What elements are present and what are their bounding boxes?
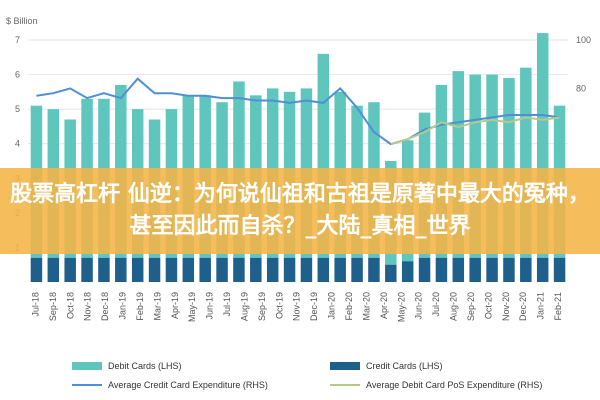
legend-avg-credit-label: Average Credit Card Expenditure (RHS) — [108, 380, 268, 390]
debit-bar — [503, 78, 515, 258]
y-left-tick-label: 4 — [15, 139, 20, 149]
x-tick-label: Nov-19 — [292, 292, 302, 321]
credit-bar — [469, 257, 481, 282]
x-tick-label: Dec-18 — [100, 292, 110, 321]
legend-credit-label: Credit Cards (LHS) — [366, 361, 443, 371]
credit-bar — [401, 261, 414, 282]
legend-debit: Debit Cards (LHS) — [72, 361, 182, 371]
credit-bar — [520, 257, 532, 282]
x-tick-label: Jan-21 — [536, 292, 546, 320]
y-right-tick-label: 100 — [576, 35, 591, 45]
x-tick-label: Oct-18 — [65, 292, 75, 319]
credit-bar — [283, 257, 296, 282]
debit-bar — [536, 33, 549, 258]
credit-bar — [300, 257, 313, 282]
credit-bar — [165, 257, 178, 282]
credit-bar — [503, 257, 515, 282]
x-tick-label: Dec-20 — [518, 292, 528, 321]
legend-debit-label: Debit Cards (LHS) — [108, 361, 182, 371]
credit-bar — [385, 264, 397, 282]
overlay-banner-text: 股票高杠杆 仙逆：为何说仙祖和古祖是原著中最大的冤种，甚至因此而自杀？_大陆_真… — [10, 182, 590, 239]
debit-bar — [486, 74, 498, 258]
credit-bar — [216, 257, 228, 282]
y-left-tick-label: 7 — [15, 35, 20, 45]
credit-bar — [182, 257, 195, 282]
credit-bar — [368, 257, 380, 282]
x-tick-label: Feb-21 — [553, 292, 563, 321]
x-tick-label: Jan-19 — [118, 292, 128, 320]
x-tick-label: Apr-19 — [170, 292, 180, 319]
credit-bar — [148, 257, 161, 282]
x-tick-label: Oct-19 — [274, 292, 284, 319]
x-tick-label: Jun-20 — [414, 292, 424, 320]
avg-debit-line — [390, 116, 560, 146]
x-tick-label: Mar-20 — [361, 292, 371, 321]
x-tick-label: Aug-19 — [240, 292, 250, 321]
x-tick-label: May-19 — [187, 292, 197, 322]
x-tick-label: Feb-19 — [135, 292, 145, 321]
unit-label: $ Billion — [6, 16, 38, 26]
x-tick-label: May-20 — [396, 292, 406, 322]
x-tick-label: Feb-20 — [344, 292, 354, 321]
x-tick-label: Jan-20 — [327, 292, 337, 320]
x-tick-label: Aug-20 — [449, 292, 459, 321]
x-tick-label: Nov-20 — [501, 292, 511, 321]
credit-bar — [553, 257, 566, 282]
credit-bar — [334, 257, 346, 282]
credit-bar — [266, 257, 279, 282]
x-tick-label: Sep-19 — [257, 292, 267, 321]
credit-bar — [233, 257, 245, 282]
y-right-tick-label: 80 — [576, 83, 586, 93]
credit-bar — [81, 257, 93, 282]
credit-bar — [131, 257, 144, 282]
credit-bar — [98, 257, 110, 282]
legend-avg-debit: Average Debit Card PoS Expenditure (RHS) — [330, 380, 542, 390]
legend-avg-credit-swatch — [72, 384, 102, 386]
x-tick-label: Mar-19 — [152, 292, 162, 321]
x-tick-label: Sep-20 — [466, 292, 476, 321]
avg-credit-line — [36, 77, 560, 146]
credit-bar — [250, 257, 262, 282]
credit-bar — [30, 257, 43, 282]
credit-bar — [486, 257, 498, 282]
x-tick-label: Jun-19 — [205, 292, 215, 320]
debit-bar — [469, 74, 481, 258]
legend-debit-swatch — [72, 362, 102, 370]
credit-bar — [536, 257, 549, 282]
debit-bar — [520, 67, 532, 258]
credit-bar — [435, 257, 448, 282]
x-tick-label: Dec-19 — [309, 292, 319, 321]
x-tick-label: Jul-20 — [431, 292, 441, 317]
x-tick-label: Jul-18 — [31, 292, 41, 317]
y-left-tick-label: 5 — [15, 104, 20, 114]
credit-bar — [199, 257, 211, 282]
x-tick-label: Sep-18 — [48, 292, 58, 321]
credit-bar — [115, 257, 127, 282]
y-left-tick-label: 6 — [15, 70, 20, 80]
debit-bar — [317, 53, 330, 258]
x-tick-label: Oct-20 — [483, 292, 493, 319]
overlay-banner — [0, 168, 600, 254]
legend-credit: Credit Cards (LHS) — [330, 361, 443, 371]
x-tick-label: Jul-19 — [222, 292, 232, 317]
legend-avg-credit: Average Credit Card Expenditure (RHS) — [72, 380, 268, 390]
credit-bar — [64, 257, 76, 282]
credit-bar — [47, 257, 60, 282]
legend-credit-swatch — [330, 362, 360, 370]
credit-bar — [351, 257, 363, 282]
legend-avg-debit-label: Average Debit Card PoS Expenditure (RHS) — [366, 380, 543, 390]
x-tick-label: Nov-18 — [83, 292, 93, 321]
credit-bar — [452, 257, 465, 282]
legend-avg-debit-swatch — [330, 384, 360, 386]
debit-bar — [452, 71, 465, 258]
credit-bar — [418, 257, 431, 282]
x-tick-label: Apr-20 — [379, 292, 389, 319]
credit-bar — [317, 257, 330, 282]
